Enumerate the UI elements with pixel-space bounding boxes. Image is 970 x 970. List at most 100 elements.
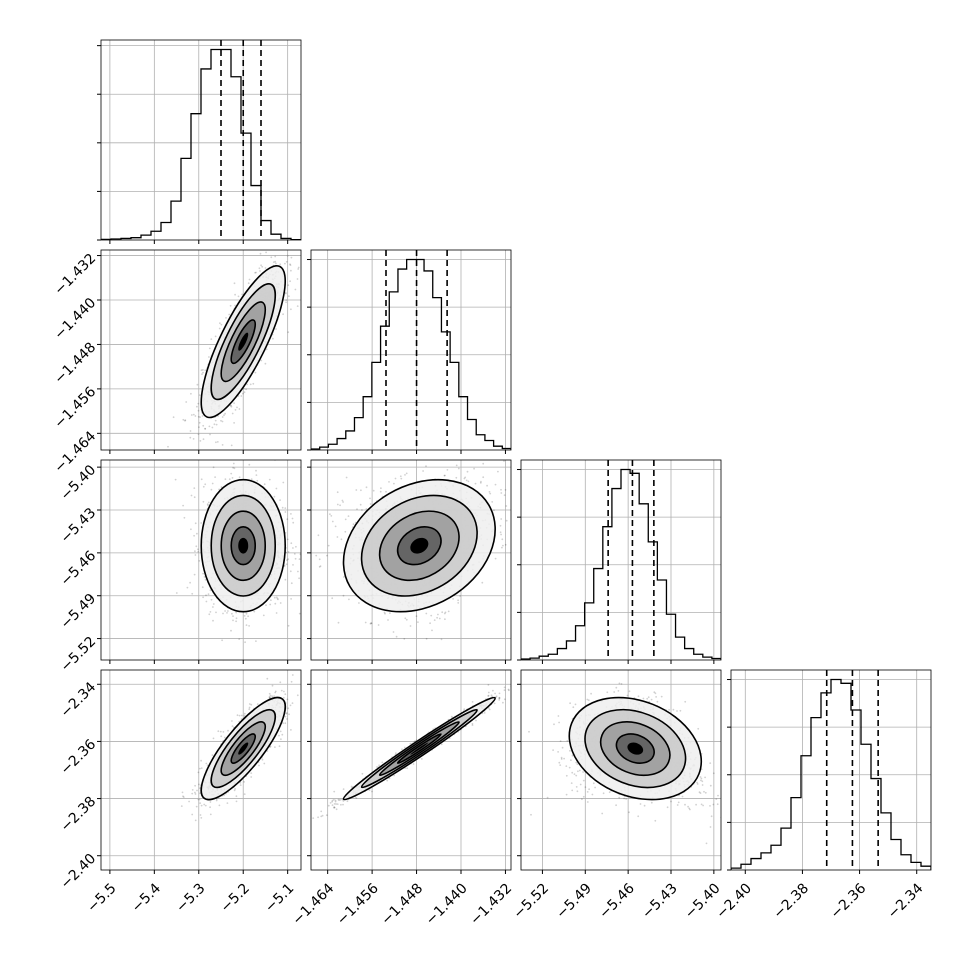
sample-point [330, 515, 333, 517]
sample-point [295, 545, 297, 548]
sample-point [199, 416, 202, 418]
panel-1-0: −1.464−1.456−1.448−1.440−1.432 [51, 249, 302, 476]
sample-point [326, 554, 328, 557]
sample-point [455, 476, 458, 479]
sample-point [273, 695, 275, 697]
sample-point [199, 792, 201, 795]
sample-point [282, 313, 284, 316]
sample-point [290, 542, 293, 545]
sample-point [215, 423, 218, 426]
sample-point [230, 444, 233, 447]
sample-point [207, 504, 209, 507]
sample-point [286, 254, 289, 257]
sample-point [232, 615, 234, 617]
sample-point [242, 392, 244, 395]
sample-point [204, 483, 207, 486]
sample-point [243, 714, 246, 717]
sample-point [405, 472, 408, 475]
sample-point [369, 497, 371, 500]
sample-point [220, 323, 223, 326]
sample-point [238, 638, 241, 640]
sample-point [344, 518, 347, 521]
sample-point [294, 288, 297, 291]
sample-point [193, 496, 196, 499]
sample-point [443, 612, 446, 615]
sample-point [296, 305, 299, 307]
sample-point [269, 603, 272, 606]
sample-point [275, 612, 278, 614]
sample-point [290, 256, 293, 259]
sample-point [197, 548, 199, 551]
sample-point [240, 395, 243, 397]
sample-point [355, 489, 358, 491]
sample-point [337, 621, 340, 624]
sample-point [296, 694, 299, 697]
sample-point [197, 402, 200, 405]
sample-point [290, 513, 292, 515]
sample-point [202, 371, 204, 374]
sample-point [293, 553, 296, 555]
sample-point [167, 445, 169, 448]
sample-point [198, 394, 201, 396]
sample-point [243, 781, 246, 783]
sample-point [195, 545, 198, 548]
sample-point [240, 714, 243, 717]
sample-point [238, 714, 241, 717]
sample-point [452, 598, 454, 600]
sample-point [290, 308, 292, 311]
sample-point [204, 427, 207, 430]
sample-point [211, 754, 214, 756]
sample-point [231, 725, 234, 727]
sample-point [196, 532, 198, 535]
sample-point [272, 337, 274, 340]
sample-point [194, 522, 197, 525]
sample-point [489, 456, 491, 458]
sample-point [285, 563, 288, 566]
sample-point [393, 482, 395, 485]
sample-point [226, 612, 228, 614]
sample-point [275, 487, 278, 490]
sample-point [297, 268, 300, 270]
panel-0-0 [97, 39, 302, 244]
sample-point [229, 304, 232, 307]
sample-point [232, 619, 234, 622]
sample-point [573, 443, 575, 445]
sample-point [394, 477, 397, 480]
sample-point [191, 813, 194, 816]
sample-point [245, 388, 248, 391]
sample-point [214, 476, 217, 478]
sample-point [273, 495, 276, 498]
sample-point [459, 595, 461, 597]
sample-point [200, 804, 203, 807]
sample-point [359, 503, 362, 506]
sample-point [191, 792, 194, 795]
panel-1-1 [307, 249, 512, 454]
sample-point [199, 787, 201, 790]
sample-point [292, 521, 295, 524]
sample-point [457, 602, 460, 604]
sample-point [457, 599, 459, 602]
sample-point [206, 503, 209, 506]
y-tick-label: −5.49 [58, 591, 100, 633]
sample-point [212, 606, 214, 608]
sample-point [502, 544, 504, 547]
density-peak [238, 537, 249, 554]
sample-point [215, 611, 217, 614]
sample-point [403, 638, 406, 640]
sample-point [274, 690, 277, 693]
sample-point [204, 578, 207, 581]
sample-point [238, 476, 241, 479]
sample-point [388, 481, 390, 483]
sample-point [196, 405, 198, 408]
sample-point [208, 613, 211, 616]
sample-point [248, 706, 251, 709]
sample-point [342, 594, 345, 597]
sample-point [243, 615, 246, 617]
sample-point [235, 620, 238, 623]
sample-point [389, 612, 391, 614]
sample-point [290, 582, 293, 585]
sample-point [489, 492, 492, 495]
sample-point [202, 572, 205, 575]
sample-point [212, 603, 215, 605]
